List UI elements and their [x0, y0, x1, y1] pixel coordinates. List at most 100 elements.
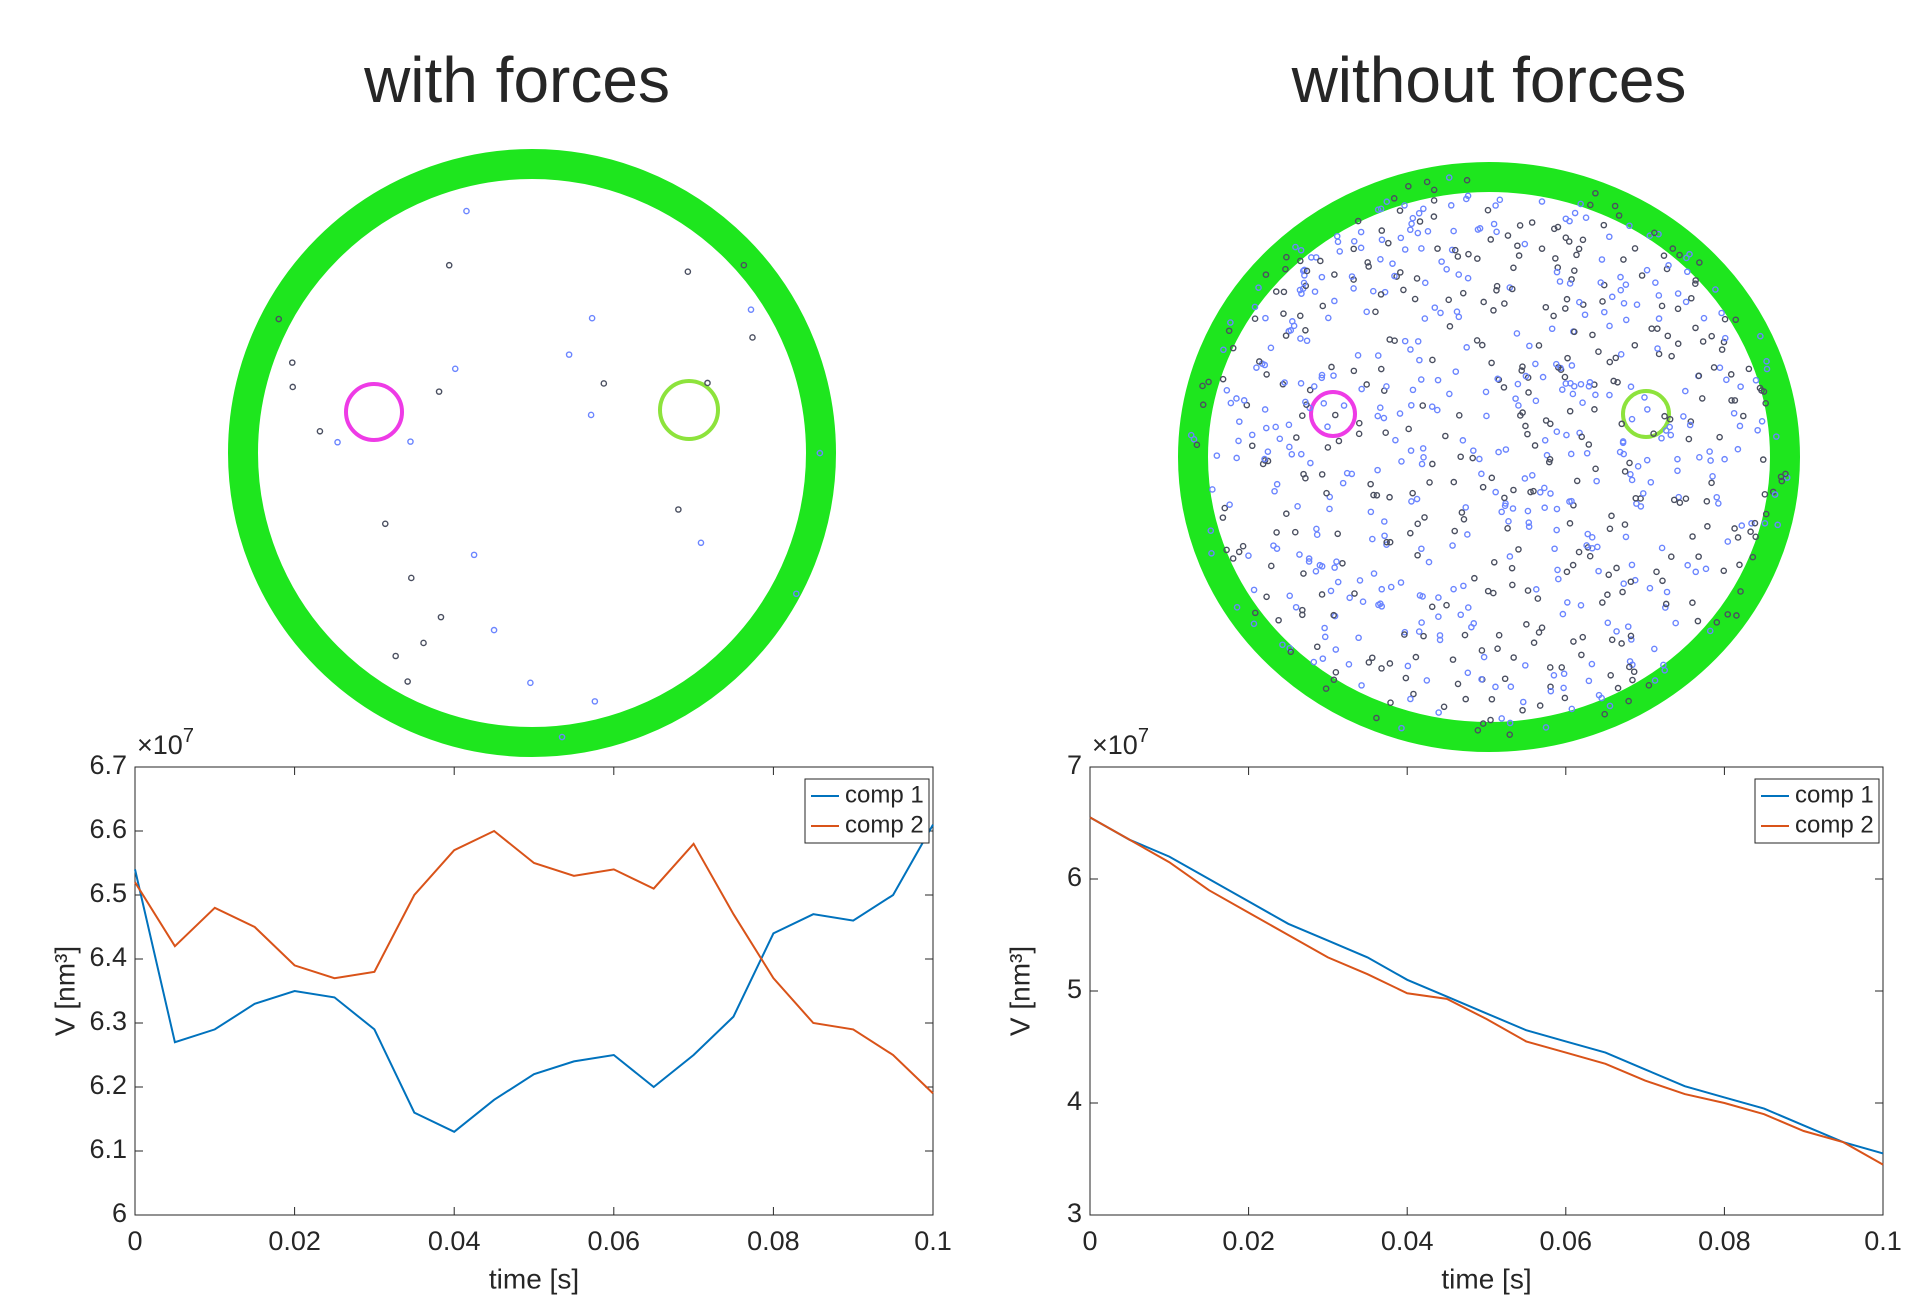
particle: [1548, 491, 1553, 496]
particle: [1654, 569, 1659, 574]
particle: [1293, 530, 1298, 535]
particle: [1264, 372, 1269, 377]
particle: [1665, 333, 1670, 338]
particle: [1496, 449, 1501, 454]
particle: [1449, 203, 1454, 208]
particle: [1495, 646, 1500, 651]
axis-multiplier: ×107: [1092, 725, 1149, 760]
x-axis-label: time [s]: [1441, 1263, 1531, 1294]
particle: [1451, 228, 1456, 233]
particle: [1527, 343, 1532, 348]
particle: [1509, 566, 1514, 571]
x-tick-label: 0.02: [268, 1226, 321, 1256]
particle: [1506, 519, 1511, 524]
particle: [1689, 296, 1694, 301]
particle: [409, 575, 414, 580]
particle: [1675, 457, 1680, 462]
particle: [1300, 413, 1305, 418]
particle: [1312, 384, 1317, 389]
particle: [1410, 387, 1415, 392]
particle: [1677, 500, 1682, 505]
particle: [1572, 268, 1577, 273]
particle: [1486, 589, 1491, 594]
particle: [1284, 511, 1289, 516]
particle: [1693, 325, 1698, 330]
particle: [1673, 620, 1678, 625]
legend-label: comp 2: [845, 811, 924, 838]
axis-multiplier: ×107: [137, 725, 194, 760]
particle: [1746, 366, 1751, 371]
particle: [1379, 366, 1384, 371]
particle: [1250, 432, 1255, 437]
particle: [1507, 554, 1512, 559]
particle: [1456, 272, 1461, 277]
particle: [1645, 458, 1650, 463]
particle: [1662, 414, 1667, 419]
particle: [1548, 421, 1553, 426]
particle: [1668, 432, 1673, 437]
particle: [1472, 576, 1477, 581]
particle: [1461, 517, 1466, 522]
particle: [528, 680, 533, 685]
particle: [1329, 364, 1334, 369]
particle: [1438, 310, 1443, 315]
particle: [1557, 279, 1562, 284]
legend-label: comp 1: [1795, 781, 1874, 808]
particle: [1494, 229, 1499, 234]
particle: [1370, 536, 1375, 541]
multiplier-exponent: 7: [1138, 725, 1149, 747]
particle: [1277, 436, 1282, 441]
particle: [1335, 531, 1340, 536]
particle: [1737, 423, 1742, 428]
particle: [1586, 678, 1591, 683]
particle: [447, 263, 452, 268]
particle: [1709, 480, 1714, 485]
particle: [592, 699, 597, 704]
particle: [1475, 256, 1480, 261]
particle: [1465, 532, 1470, 537]
particle: [1359, 229, 1364, 234]
particle: [1289, 452, 1294, 457]
particle: [1511, 265, 1516, 270]
particle: [1521, 699, 1526, 704]
particle: [1461, 291, 1466, 296]
y-tick-label: 6.2: [89, 1070, 127, 1100]
particle: [1717, 365, 1722, 370]
particle: [1397, 208, 1402, 213]
particle: [1574, 252, 1579, 257]
particle: [1560, 611, 1565, 616]
particle: [1610, 294, 1615, 299]
particle: [1562, 374, 1567, 379]
particle: [1505, 233, 1510, 238]
particle: [1378, 257, 1383, 262]
boundary-ring: [243, 164, 821, 742]
particle: [1482, 654, 1487, 659]
particle: [685, 269, 690, 274]
particle: [1320, 472, 1325, 477]
particle: [1466, 605, 1471, 610]
particle: [1357, 431, 1362, 436]
particle: [1254, 365, 1259, 370]
particle: [1524, 622, 1529, 627]
particle: [1592, 407, 1597, 412]
particle: [590, 316, 595, 321]
particle: [750, 335, 755, 340]
particle: [1488, 237, 1493, 242]
particle: [1298, 313, 1303, 318]
particle: [1497, 197, 1502, 202]
particle: [1475, 338, 1480, 343]
particle: [1655, 346, 1660, 351]
particle: [1352, 239, 1357, 244]
particle: [1685, 563, 1690, 568]
particle: [1585, 451, 1590, 456]
particle: [1417, 219, 1422, 224]
particle: [1505, 526, 1510, 531]
x-tick-label: 0.06: [588, 1226, 641, 1256]
particle: [1462, 632, 1467, 637]
particle: [1283, 333, 1288, 338]
particle: [1619, 641, 1624, 646]
x-tick-label: 0: [127, 1226, 142, 1256]
particle: [1393, 438, 1398, 443]
particle: [1263, 407, 1268, 412]
particle: [1485, 208, 1490, 213]
